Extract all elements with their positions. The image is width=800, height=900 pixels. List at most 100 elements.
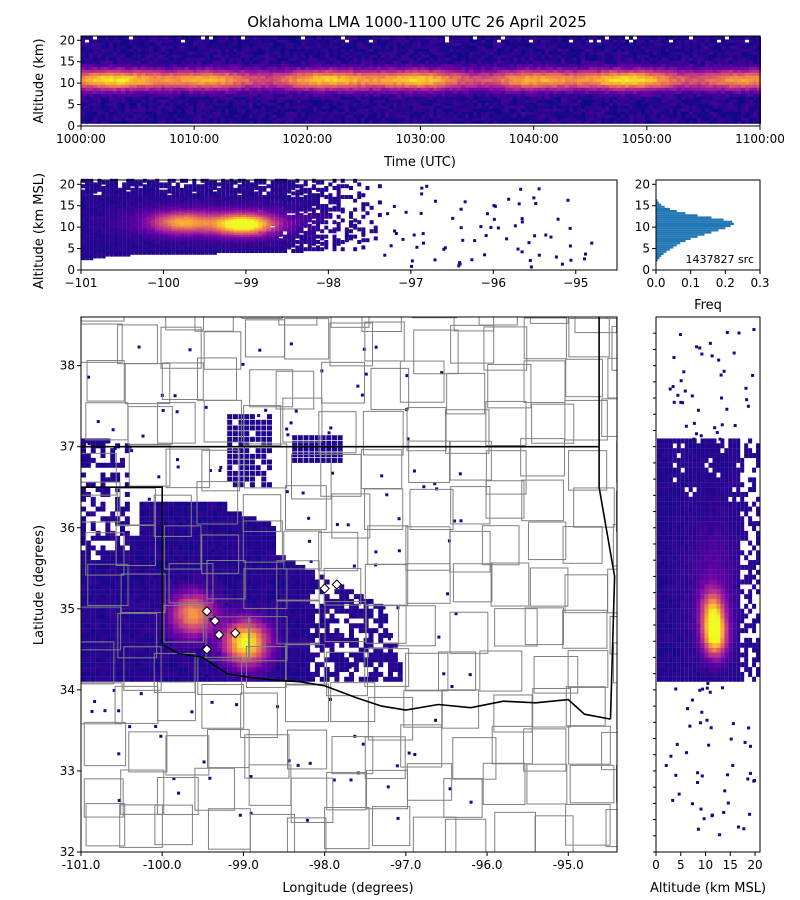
density-cell — [325, 120, 329, 124]
density-cell — [473, 54, 477, 58]
density-cell — [705, 105, 709, 109]
density-cell — [201, 99, 205, 103]
density-cell — [593, 81, 597, 85]
density-cell — [569, 69, 573, 73]
density-cell — [593, 117, 597, 121]
density-cell — [265, 66, 269, 70]
density-cell — [593, 42, 597, 46]
density-cell — [273, 90, 277, 94]
density-cell — [637, 99, 641, 103]
density-cell — [377, 96, 381, 100]
density-cell — [661, 78, 665, 82]
density-cell — [581, 48, 585, 52]
density-cell — [677, 57, 681, 61]
density-cell — [165, 111, 169, 115]
density-cell — [677, 105, 681, 109]
density-cell — [469, 39, 473, 43]
density-cell — [757, 96, 761, 100]
density-cell — [457, 57, 461, 61]
density-cell — [673, 51, 677, 55]
density-cell — [717, 66, 721, 70]
density-cell — [97, 75, 101, 79]
density-cell — [557, 75, 561, 79]
density-cell — [697, 120, 701, 124]
density-cell — [177, 84, 181, 88]
density-cell — [721, 108, 725, 112]
density-cell — [709, 99, 713, 103]
density-cell — [469, 78, 473, 82]
density-cell — [509, 102, 513, 106]
density-cell — [565, 114, 569, 118]
density-cell — [409, 81, 413, 85]
density-cell — [605, 72, 609, 76]
density-cell — [645, 75, 649, 79]
density-cell — [673, 114, 677, 118]
density-cell — [321, 78, 325, 82]
density-cell — [597, 36, 601, 40]
density-cell — [709, 54, 713, 58]
density-cell — [105, 96, 109, 100]
density-cell — [649, 51, 653, 55]
density-cell — [397, 84, 401, 88]
density-cell — [401, 63, 405, 67]
density-cell — [677, 108, 681, 112]
density-cell — [509, 60, 513, 64]
density-cell — [289, 81, 293, 85]
density-cell — [689, 99, 693, 103]
density-cell — [653, 54, 657, 58]
density-cell — [297, 108, 301, 112]
density-cell — [101, 51, 105, 55]
density-cell — [637, 120, 641, 124]
density-cell — [389, 105, 393, 109]
density-cell — [709, 87, 713, 91]
density-cell — [737, 84, 741, 88]
density-cell — [301, 75, 305, 79]
density-cell — [601, 102, 605, 106]
density-cell — [449, 120, 453, 124]
density-cell — [81, 36, 85, 40]
density-cell — [481, 108, 485, 112]
density-cell — [681, 105, 685, 109]
density-cell — [521, 69, 525, 73]
density-cell — [729, 54, 733, 58]
density-cell — [653, 78, 657, 82]
density-cell — [261, 39, 265, 43]
density-cell — [333, 90, 337, 94]
density-cell — [93, 66, 97, 70]
density-cell — [573, 93, 577, 97]
density-cell — [545, 66, 549, 70]
density-cell — [721, 90, 725, 94]
density-cell — [133, 105, 137, 109]
density-cell — [517, 60, 521, 64]
density-cell — [477, 99, 481, 103]
density-cell — [569, 96, 573, 100]
density-cell — [209, 84, 213, 88]
density-cell — [629, 90, 633, 94]
density-cell — [273, 114, 277, 118]
density-cell — [177, 39, 181, 43]
density-cell — [661, 96, 665, 100]
density-cell — [277, 45, 281, 49]
density-cell — [121, 66, 125, 70]
density-cell — [561, 54, 565, 58]
density-cell — [385, 48, 389, 52]
density-cell — [733, 69, 737, 73]
density-cell — [161, 78, 165, 82]
density-cell — [229, 81, 233, 85]
density-cell — [85, 69, 89, 73]
density-cell — [637, 105, 641, 109]
density-cell — [169, 63, 173, 67]
density-cell — [261, 45, 265, 49]
density-cell — [257, 96, 261, 100]
density-cell — [529, 93, 533, 97]
density-cell — [281, 66, 285, 70]
density-cell — [305, 48, 309, 52]
density-cell — [253, 84, 257, 88]
density-cell — [125, 42, 129, 46]
density-cell — [305, 54, 309, 58]
density-cell — [441, 48, 445, 52]
density-cell — [665, 66, 669, 70]
density-cell — [257, 42, 261, 46]
density-cell — [697, 69, 701, 73]
density-cell — [385, 63, 389, 67]
